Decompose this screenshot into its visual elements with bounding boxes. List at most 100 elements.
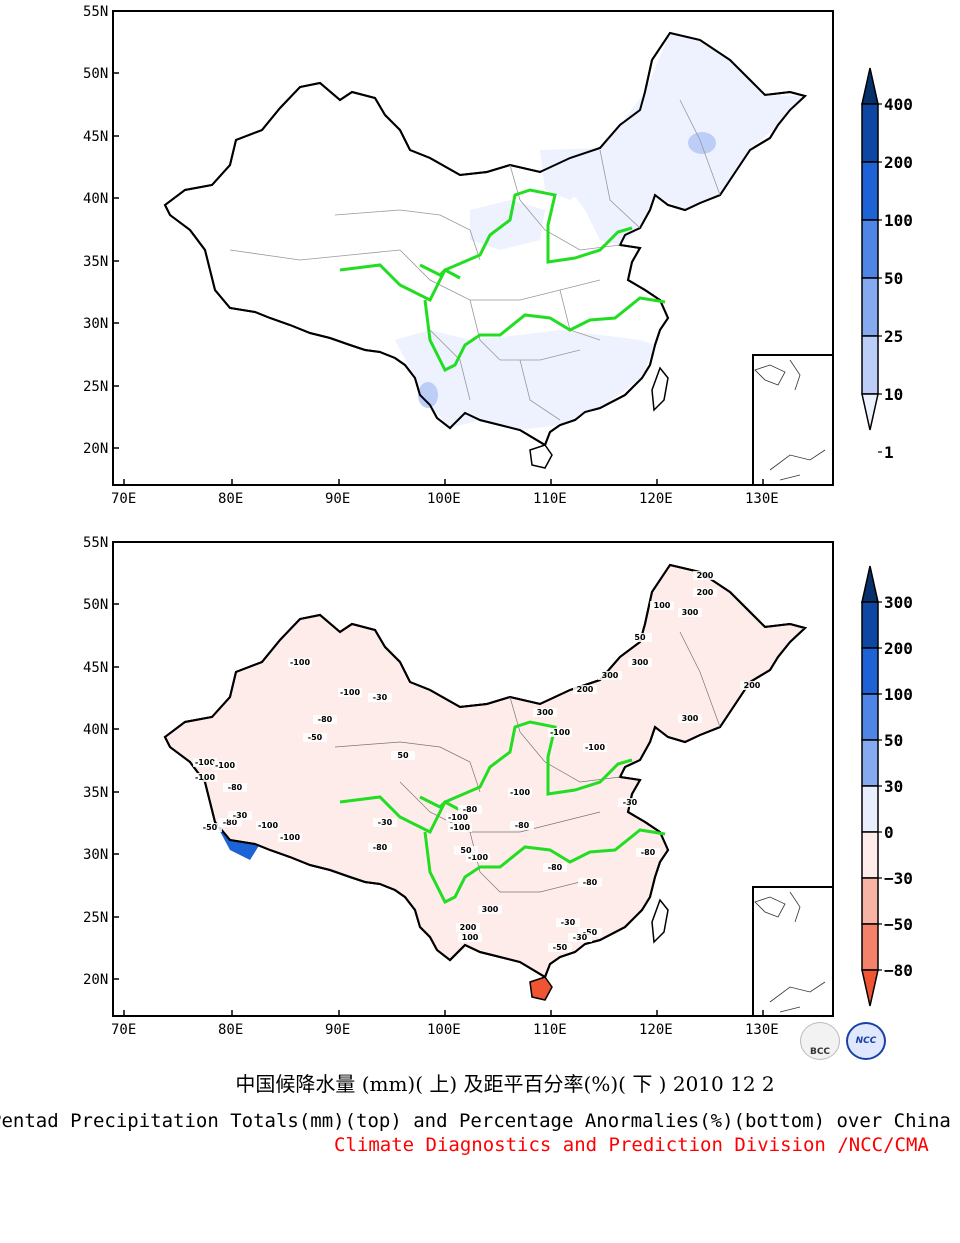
contour-label-bg bbox=[391, 751, 415, 760]
bottom-lat-label-45: 45N bbox=[83, 660, 108, 676]
contour-label: -100 bbox=[468, 853, 488, 862]
contour-label: -80 bbox=[223, 818, 238, 827]
contour-label: 300 bbox=[632, 658, 649, 667]
top-lat-label-35: 35N bbox=[83, 254, 108, 270]
top-map-frame bbox=[112, 10, 834, 486]
bottom-contour-labels: -100-100-30-50-80-100 -100-80-100-80-30-5… bbox=[193, 571, 764, 952]
contour-label-bg bbox=[228, 811, 252, 820]
top-colorbar-cell-1 bbox=[861, 103, 879, 163]
contour-label-bg bbox=[578, 928, 602, 937]
contour-label: -30 bbox=[373, 693, 388, 702]
bottom-lon-label-120: 120E bbox=[639, 1022, 673, 1038]
contour-label-bg bbox=[256, 821, 280, 830]
contour-label-bg bbox=[448, 823, 472, 832]
contour-label: 100 bbox=[462, 933, 479, 942]
contour-label: -30 bbox=[623, 798, 638, 807]
bottom-colorbar-label-4: 30 bbox=[884, 777, 903, 796]
contour-label: 50 bbox=[397, 751, 409, 760]
contour-label-bg bbox=[458, 933, 482, 942]
contour-label-bg bbox=[454, 846, 478, 855]
contour-label-bg bbox=[573, 685, 597, 694]
credit-subtitle: Climate Diagnostics and Prediction Divis… bbox=[334, 1134, 929, 1156]
bottom-lon-label-130: 130E bbox=[745, 1022, 779, 1038]
contour-label: -80 bbox=[463, 805, 478, 814]
contour-label-bg bbox=[678, 608, 702, 617]
ncc-logo: NCC bbox=[846, 1022, 886, 1060]
bottom-lon-label-70: 70E bbox=[111, 1022, 136, 1038]
bottom-lon-label-110: 110E bbox=[533, 1022, 567, 1038]
bottom-colorbar-label-5: 0 bbox=[884, 823, 894, 842]
bottom-lat-label-35: 35N bbox=[83, 785, 108, 801]
contour-label: 100 bbox=[654, 601, 671, 610]
contour-label: 300 bbox=[682, 608, 699, 617]
top-colorbar-cell-3 bbox=[861, 219, 879, 279]
top-lat-label-20: 20N bbox=[83, 441, 108, 457]
contour-label-bg bbox=[373, 818, 397, 827]
contour-label: -100 bbox=[195, 758, 215, 767]
contour-label: -100 bbox=[280, 833, 300, 842]
top-lon-label-90: 90E bbox=[325, 491, 350, 507]
contour-label-bg bbox=[313, 715, 337, 724]
contour-label-bg bbox=[543, 863, 567, 872]
top-colorbar-cell-5 bbox=[861, 335, 879, 395]
contour-label: -80 bbox=[548, 863, 563, 872]
top-precip-light-nw bbox=[540, 148, 610, 200]
top-lat-ticks bbox=[113, 10, 119, 449]
contour-label: -80 bbox=[373, 843, 388, 852]
bottom-inset-south-china-sea bbox=[752, 886, 834, 1017]
top-colorbar-cell-4 bbox=[861, 277, 879, 337]
bottom-colorbar-label-3: 50 bbox=[884, 731, 903, 750]
top-lat-label-45: 45N bbox=[83, 129, 108, 145]
top-inset-coast bbox=[754, 359, 826, 481]
contour-label-bg bbox=[556, 918, 580, 927]
bottom-lat-label-20: 20N bbox=[83, 972, 108, 988]
bottom-lat-label-30: 30N bbox=[83, 847, 108, 863]
bottom-inset-coast bbox=[754, 891, 826, 1013]
top-lon-label-100: 100E bbox=[427, 491, 461, 507]
contour-label-bg bbox=[548, 728, 572, 737]
bottom-map-frame bbox=[112, 541, 834, 1017]
top-precip-light-ne bbox=[570, 33, 805, 245]
contour-label: -100 bbox=[258, 821, 278, 830]
contour-label-bg bbox=[368, 843, 392, 852]
top-colorbar-label-1: 200 bbox=[884, 153, 913, 172]
top-lat-label-55: 55N bbox=[83, 4, 108, 20]
contour-label: -30 bbox=[378, 818, 393, 827]
bottom-colorbar-cell-3 bbox=[861, 693, 879, 741]
bottom-colorbar-cell-4 bbox=[861, 739, 879, 787]
bottom-yellow-river-branch bbox=[419, 795, 461, 812]
contour-label-bg bbox=[693, 571, 717, 580]
top-lat-label-40: 40N bbox=[83, 191, 108, 207]
bottom-yangtze-river bbox=[423, 828, 666, 905]
contour-label-bg bbox=[578, 878, 602, 887]
contour-label: 200 bbox=[744, 681, 761, 690]
contour-label: 200 bbox=[460, 923, 477, 932]
top-lon-label-120: 120E bbox=[639, 491, 673, 507]
top-colorbar-label-3: 50 bbox=[884, 269, 903, 288]
top-yellow-river bbox=[339, 188, 633, 303]
bottom-colorbar-label-7: −50 bbox=[884, 915, 913, 934]
contour-label-bg bbox=[533, 708, 557, 717]
bottom-lon-ticks bbox=[123, 1010, 764, 1016]
top-lat-label-50: 50N bbox=[83, 66, 108, 82]
contour-label-bg bbox=[636, 848, 660, 857]
contour-label-bg bbox=[193, 773, 217, 782]
contour-label-bg bbox=[568, 933, 592, 942]
title-chinese: 中国候降水量 (mm)( 上) 及距平百分率(%)( 下 ) 2010 12 2 bbox=[235, 1072, 775, 1096]
contour-label: -100 bbox=[510, 788, 530, 797]
contour-label: -100 bbox=[448, 813, 468, 822]
bottom-yellow-river bbox=[339, 720, 633, 835]
contour-label: -80 bbox=[318, 715, 333, 724]
top-colorbar-cell-2 bbox=[861, 161, 879, 221]
bottom-lon-label-100: 100E bbox=[427, 1022, 461, 1038]
bottom-lon-label-90: 90E bbox=[325, 1022, 350, 1038]
bottom-colorbar-cell-2 bbox=[861, 647, 879, 695]
top-lon-ticks bbox=[123, 479, 764, 485]
contour-label: -50 bbox=[203, 823, 218, 832]
bottom-lat-label-55: 55N bbox=[83, 535, 108, 551]
contour-label-bg bbox=[193, 758, 217, 767]
bottom-lon-label-80: 80E bbox=[218, 1022, 243, 1038]
contour-label: -30 bbox=[573, 933, 588, 942]
contour-label-bg bbox=[510, 821, 534, 830]
